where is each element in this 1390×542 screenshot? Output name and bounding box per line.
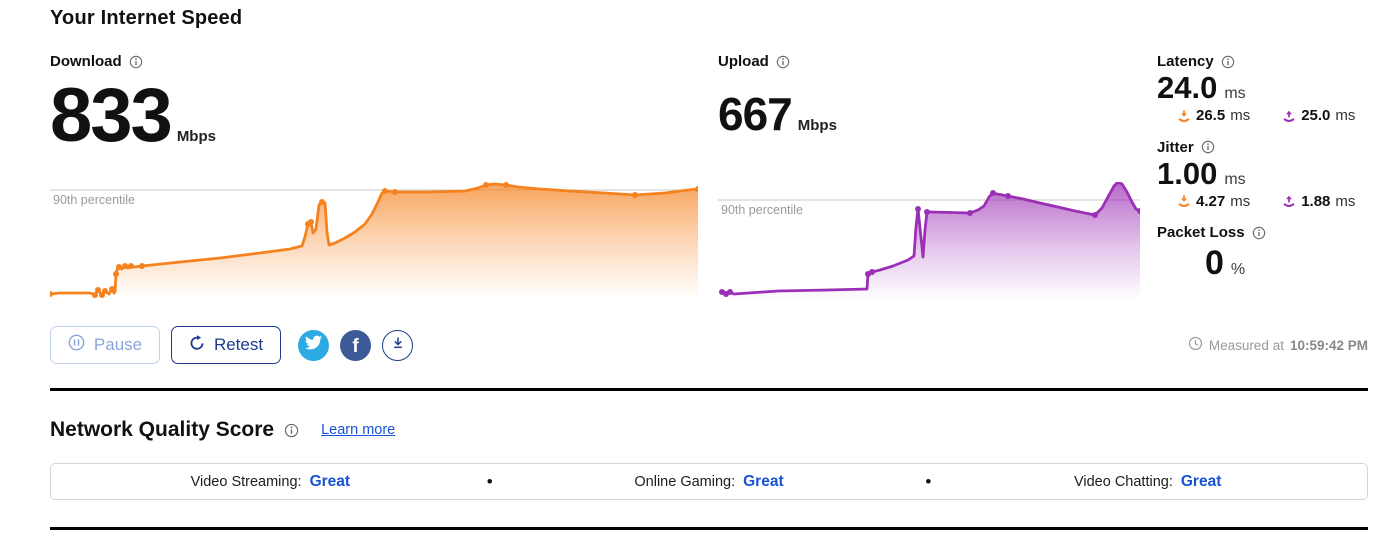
info-icon[interactable] — [1221, 55, 1235, 69]
packet-loss-number: 0 — [1205, 244, 1224, 283]
info-icon[interactable] — [1252, 226, 1266, 240]
share-twitter-button[interactable] — [298, 329, 329, 361]
upload-chart: 90th percentile — [718, 182, 1140, 300]
packet-loss-label: Packet Loss — [1157, 224, 1245, 242]
jitter-upload-value: 1.88 — [1301, 192, 1331, 210]
network-quality-header: Network Quality Score Learn more — [50, 417, 1368, 443]
svg-text:90th percentile: 90th percentile — [53, 193, 135, 207]
measured-prefix: Measured at — [1208, 337, 1284, 353]
controls-row: Pause Retest f Measured at 10:59:4 — [50, 326, 1368, 364]
jitter-sub: 4.27 ms 1.88 ms — [1177, 192, 1368, 210]
jitter-label: Jitter — [1157, 138, 1194, 156]
latency-header: Latency — [1157, 52, 1368, 71]
twitter-icon — [305, 334, 323, 356]
download-file-icon — [390, 335, 406, 356]
jitter-value: 1.00 ms — [1157, 155, 1368, 191]
latency-sub: 26.5 ms 25.0 ms — [1177, 107, 1368, 125]
refresh-icon — [189, 334, 205, 356]
latency-download-unit: ms — [1230, 107, 1251, 125]
share-facebook-button[interactable]: f — [340, 329, 371, 361]
latency-upload-value: 25.0 — [1301, 107, 1331, 125]
download-header: Download — [50, 52, 698, 71]
latency-number: 24.0 — [1157, 70, 1218, 105]
info-icon[interactable] — [129, 55, 143, 69]
download-arrow-icon — [1177, 194, 1191, 208]
download-results-button[interactable] — [382, 329, 413, 361]
packet-loss-value: 0 % — [1205, 244, 1368, 283]
download-chart: 90th percentile — [50, 182, 698, 300]
download-unit: Mbps — [176, 128, 216, 145]
retest-label: Retest — [213, 335, 264, 354]
section-divider — [50, 388, 1368, 391]
upload-header: Upload — [718, 52, 1140, 71]
facebook-icon: f — [352, 335, 359, 357]
quality-video-streaming: Video Streaming: Great — [51, 473, 490, 491]
latency-upload-unit: ms — [1335, 107, 1356, 125]
quality-label: Online Gaming: — [634, 473, 736, 490]
jitter-download-value: 4.27 — [1196, 192, 1226, 210]
download-section: Download 833 Mbps 90th percentile — [50, 52, 698, 300]
jitter-number: 1.00 — [1157, 155, 1218, 191]
quality-label: Video Streaming: — [190, 473, 302, 490]
upload-unit: Mbps — [797, 117, 837, 134]
network-quality-title: Network Quality Score — [50, 418, 275, 441]
measured-time: 10:59:42 PM — [1289, 337, 1368, 353]
bottom-divider — [50, 527, 1368, 530]
jitter-unit: ms — [1224, 170, 1246, 188]
quality-value: Great — [743, 472, 784, 490]
info-icon[interactable] — [1201, 140, 1215, 154]
download-arrow-icon — [1177, 109, 1191, 123]
latency-label: Latency — [1157, 53, 1214, 70]
measured-at: Measured at 10:59:42 PM — [1188, 336, 1368, 354]
download-value: 833 Mbps — [50, 71, 698, 158]
latency-download-value: 26.5 — [1196, 107, 1226, 125]
pause-button[interactable]: Pause — [50, 326, 160, 364]
speed-results-row: Download 833 Mbps 90th percentile Upload — [50, 52, 1368, 300]
jitter-upload-unit: ms — [1335, 192, 1356, 210]
clock-icon — [1188, 336, 1203, 354]
jitter-block: Jitter 1.00 ms 4.27 ms — [1157, 138, 1368, 211]
speed-test-page: Your Internet Speed Download 833 Mbps 90… — [50, 7, 1368, 530]
jitter-download-unit: ms — [1230, 192, 1251, 210]
packet-loss-unit: % — [1230, 261, 1246, 279]
upload-label: Upload — [718, 53, 769, 70]
upload-value: 667 Mbps — [718, 71, 1140, 137]
retest-button[interactable]: Retest — [171, 326, 281, 364]
info-icon[interactable] — [284, 423, 299, 438]
quality-online-gaming: Online Gaming: Great — [490, 473, 929, 491]
metrics-section: Latency 24.0 ms 26.5 ms — [1157, 52, 1368, 300]
quality-value: Great — [309, 472, 351, 490]
upload-number: 667 — [718, 88, 793, 140]
quality-label: Video Chatting: — [1073, 473, 1173, 490]
packet-loss-block: Packet Loss 0 % — [1157, 223, 1368, 283]
page-title: Your Internet Speed — [50, 7, 243, 29]
upload-section: Upload 667 Mbps 90th percentile — [718, 52, 1140, 300]
quality-video-chatting: Video Chatting: Great — [928, 473, 1367, 491]
pause-label: Pause — [93, 335, 143, 354]
learn-more-link[interactable]: Learn more — [321, 422, 396, 438]
latency-block: Latency 24.0 ms 26.5 ms — [1157, 52, 1368, 125]
upload-arrow-icon — [1282, 109, 1296, 123]
latency-unit: ms — [1224, 85, 1246, 102]
quality-score-bar: Video Streaming: Great • Online Gaming: … — [50, 463, 1368, 500]
packet-loss-header: Packet Loss — [1157, 223, 1368, 242]
quality-value: Great — [1180, 472, 1222, 490]
download-label: Download — [50, 53, 122, 70]
jitter-header: Jitter — [1157, 138, 1368, 157]
pause-icon — [68, 334, 85, 356]
upload-arrow-icon — [1282, 194, 1296, 208]
svg-text:90th percentile: 90th percentile — [721, 203, 803, 217]
info-icon[interactable] — [776, 55, 790, 69]
download-number: 833 — [50, 73, 173, 158]
latency-value: 24.0 ms — [1157, 70, 1368, 105]
